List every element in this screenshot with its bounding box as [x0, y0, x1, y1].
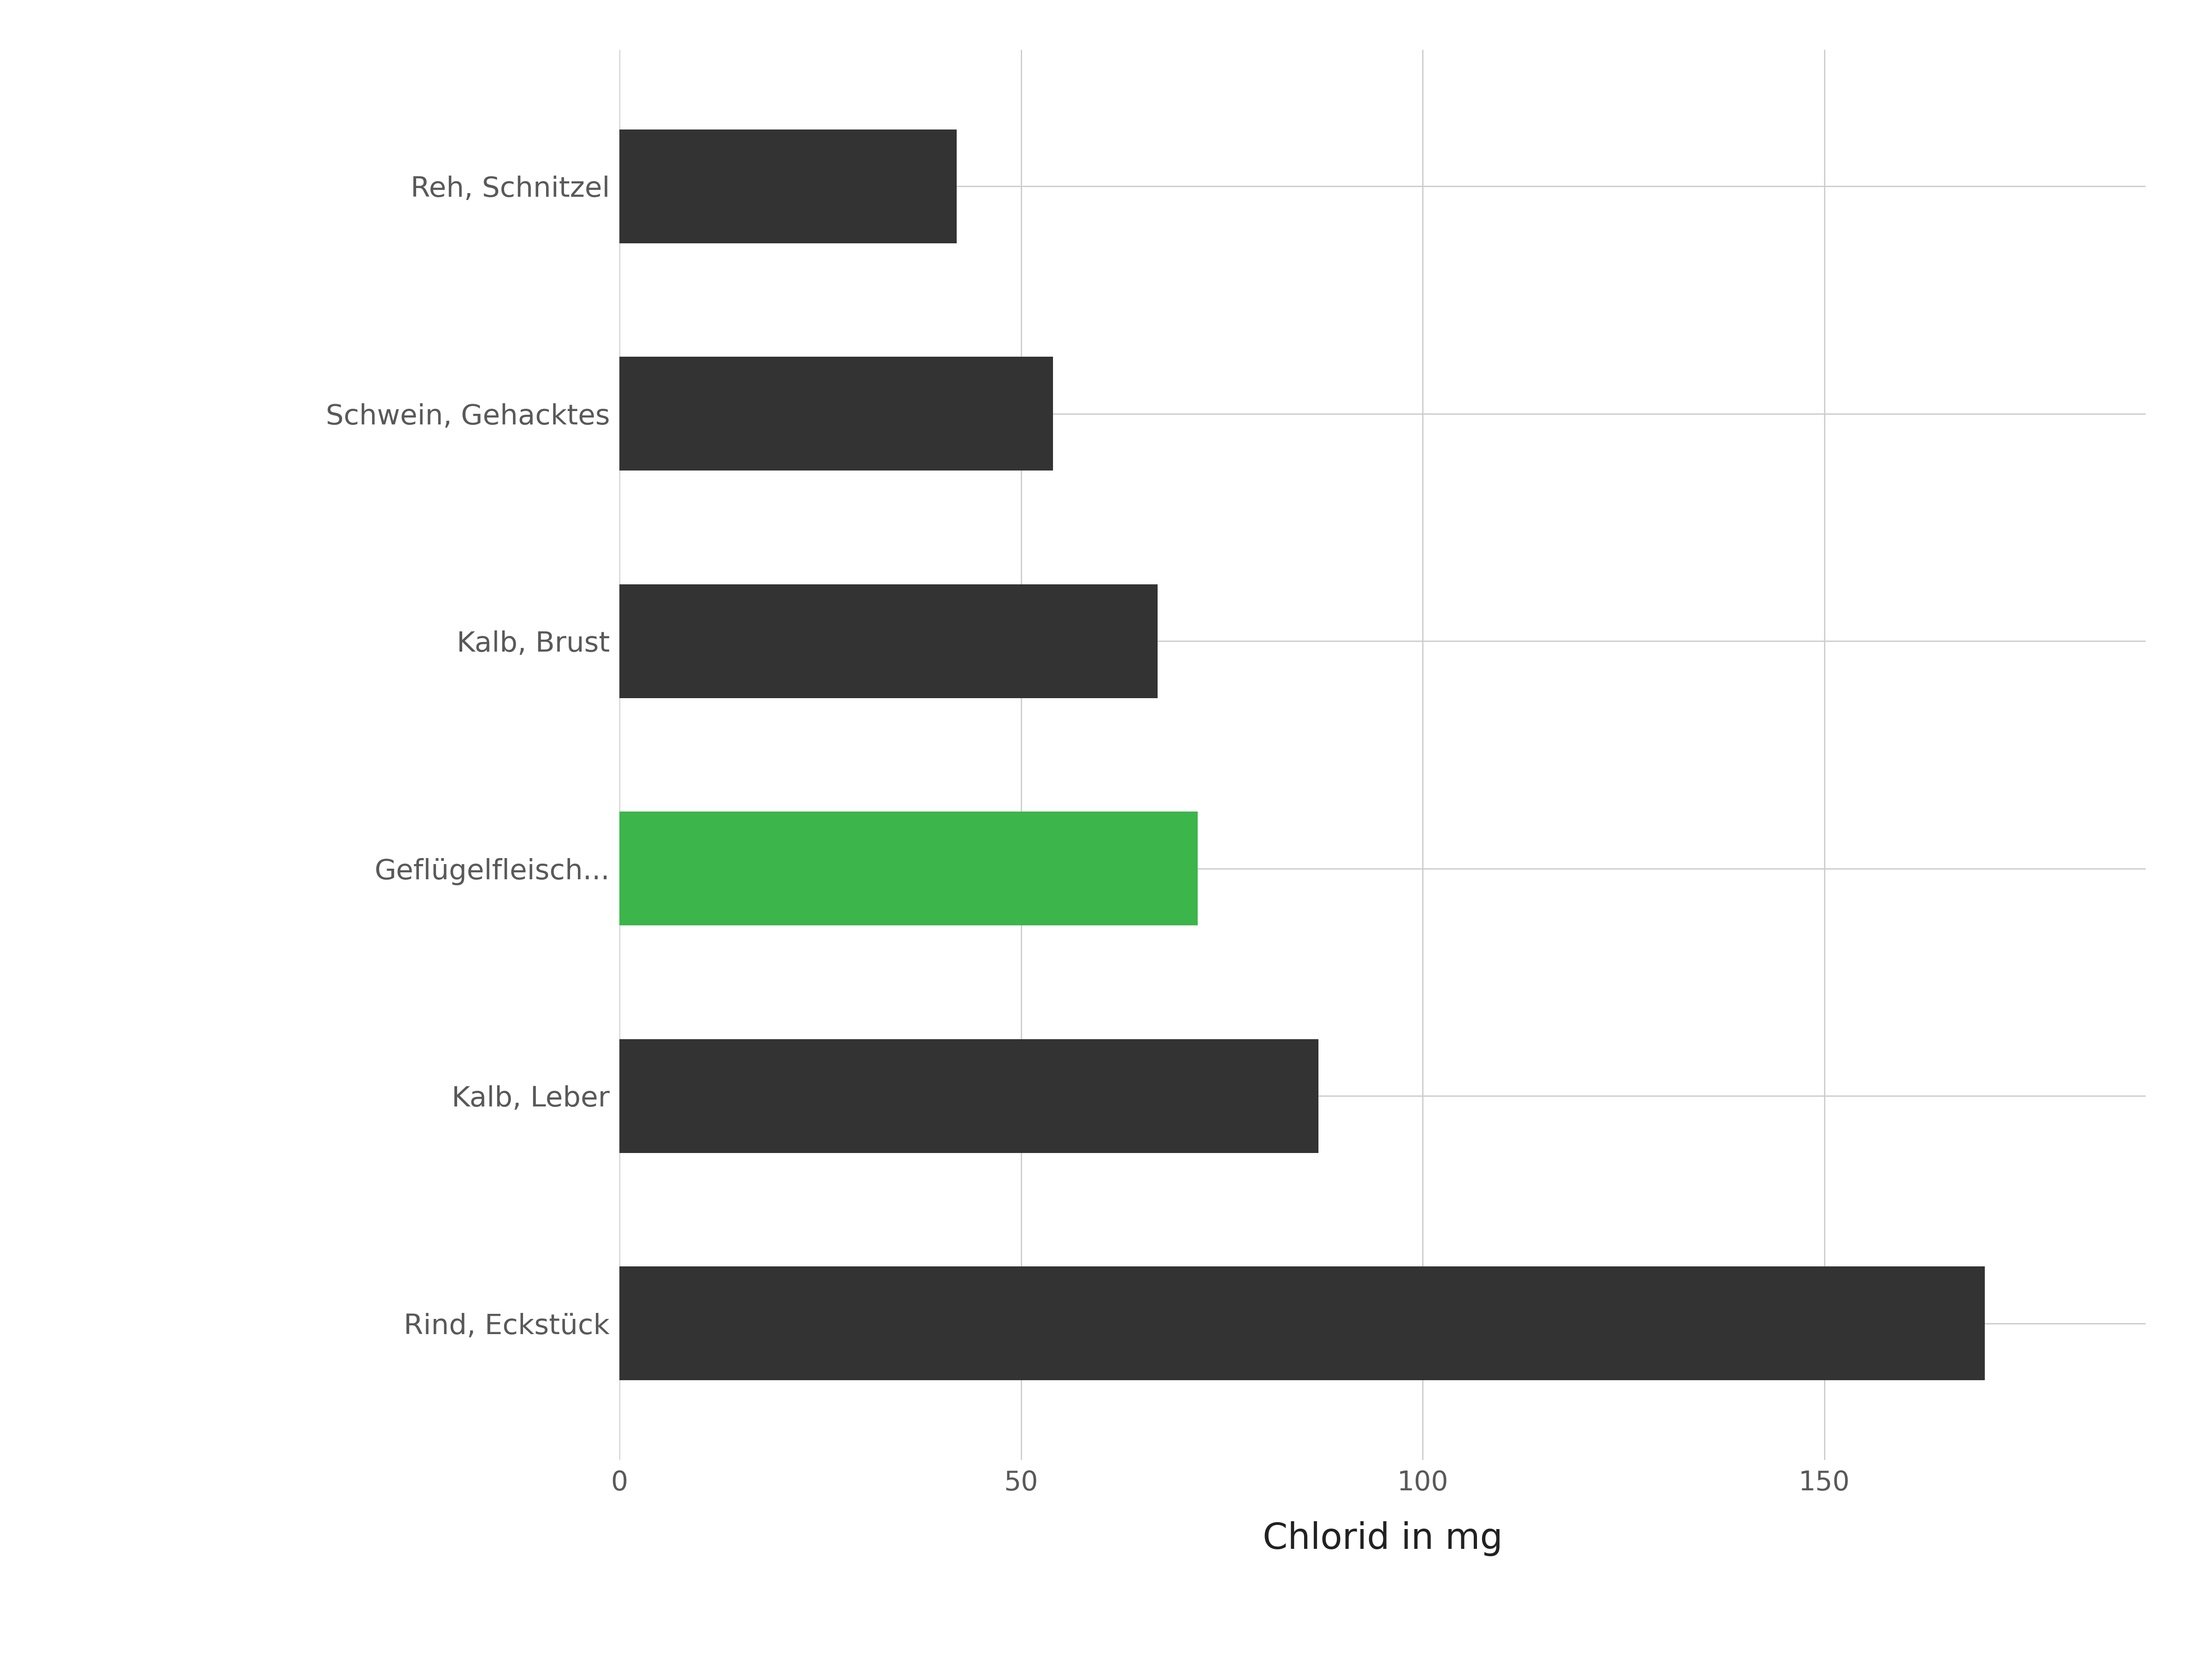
- Bar: [619, 584, 1157, 698]
- Bar: [619, 811, 1197, 926]
- Bar: [619, 357, 1053, 471]
- Bar: [619, 129, 958, 244]
- Bar: [619, 1039, 1318, 1153]
- Bar: [619, 1266, 1984, 1380]
- X-axis label: Chlorid in mg: Chlorid in mg: [1263, 1521, 1502, 1556]
